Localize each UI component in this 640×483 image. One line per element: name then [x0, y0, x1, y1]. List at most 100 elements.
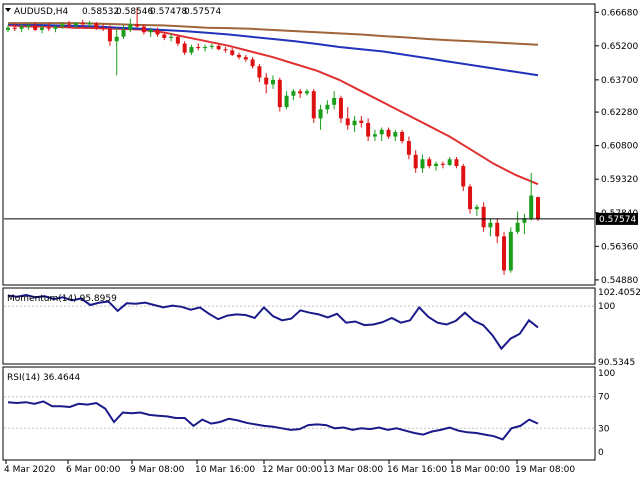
candle[interactable]	[345, 107, 350, 130]
candle[interactable]	[128, 18, 133, 33]
candle[interactable]	[189, 44, 194, 55]
candle[interactable]	[53, 25, 58, 33]
candle[interactable]	[338, 95, 343, 123]
candle[interactable]	[277, 77, 282, 112]
candle[interactable]	[250, 57, 255, 69]
candle[interactable]	[175, 35, 180, 46]
candle-body	[420, 159, 425, 169]
candle[interactable]	[94, 22, 99, 30]
candle[interactable]	[311, 88, 316, 123]
candle[interactable]	[447, 156, 452, 167]
candle[interactable]	[434, 161, 439, 171]
candle[interactable]	[427, 156, 432, 169]
candle[interactable]	[468, 184, 473, 214]
candle[interactable]	[141, 24, 146, 35]
candle[interactable]	[372, 129, 377, 142]
ma-mid-line	[7, 23, 539, 77]
candle[interactable]	[114, 27, 119, 76]
candle[interactable]	[230, 48, 235, 57]
candle[interactable]	[6, 25, 10, 33]
candle-body	[474, 206, 479, 210]
candle[interactable]	[379, 127, 384, 142]
candle[interactable]	[406, 136, 411, 160]
candle[interactable]	[502, 231, 507, 275]
candle[interactable]	[169, 33, 174, 42]
candle[interactable]	[107, 25, 112, 46]
candle[interactable]	[12, 23, 17, 32]
candle[interactable]	[454, 156, 459, 169]
candle[interactable]	[304, 88, 309, 96]
candle[interactable]	[148, 27, 153, 37]
candle[interactable]	[474, 204, 479, 216]
candle-body	[379, 129, 384, 135]
collapse-arrow-icon[interactable]	[5, 8, 11, 12]
candle[interactable]	[60, 22, 65, 29]
candle[interactable]	[325, 100, 330, 114]
candle-body	[80, 23, 85, 25]
candle-body	[189, 46, 194, 53]
candle[interactable]	[284, 91, 289, 110]
candle[interactable]	[508, 227, 513, 273]
candle[interactable]	[182, 41, 187, 55]
candle[interactable]	[488, 218, 493, 237]
candle[interactable]	[121, 25, 126, 40]
candle[interactable]	[223, 46, 228, 53]
candle[interactable]	[536, 196, 540, 221]
candle[interactable]	[291, 88, 296, 101]
candle[interactable]	[216, 44, 221, 51]
candle[interactable]	[80, 19, 85, 27]
candle[interactable]	[67, 20, 72, 28]
candle[interactable]	[203, 44, 208, 52]
candle[interactable]	[393, 129, 398, 142]
candle[interactable]	[481, 202, 486, 232]
candle-body	[128, 24, 133, 30]
time-tick-label: 19 Mar 08:00	[515, 465, 575, 475]
candles[interactable]	[6, 7, 540, 275]
candle-body	[141, 26, 146, 33]
candle[interactable]	[257, 63, 262, 83]
candle[interactable]	[420, 154, 425, 173]
candle[interactable]	[413, 150, 418, 173]
candle[interactable]	[318, 104, 323, 130]
candle-body	[434, 163, 439, 167]
candle[interactable]	[26, 23, 31, 30]
candle[interactable]	[264, 73, 269, 94]
candle-body	[67, 24, 72, 26]
candle[interactable]	[101, 24, 106, 32]
candle[interactable]	[243, 54, 248, 62]
candle[interactable]	[515, 211, 520, 235]
candle[interactable]	[461, 163, 466, 191]
candle[interactable]	[359, 116, 364, 128]
candle[interactable]	[271, 75, 275, 89]
candle[interactable]	[39, 25, 44, 34]
candle-body	[250, 59, 255, 67]
candle[interactable]	[73, 22, 78, 29]
candle[interactable]	[332, 91, 337, 110]
candle[interactable]	[352, 116, 357, 133]
candle[interactable]	[440, 161, 445, 169]
candle[interactable]	[162, 32, 167, 41]
candle[interactable]	[209, 43, 214, 50]
candle[interactable]	[87, 20, 92, 28]
candle[interactable]	[298, 88, 303, 98]
candle-body	[359, 120, 364, 123]
candle[interactable]	[19, 24, 24, 33]
candle[interactable]	[522, 213, 527, 235]
candle[interactable]	[400, 129, 405, 144]
candle[interactable]	[135, 7, 140, 28]
candle-body	[243, 57, 248, 60]
candle[interactable]	[366, 118, 371, 142]
candle[interactable]	[386, 127, 391, 139]
candle[interactable]	[155, 27, 160, 37]
candle[interactable]	[33, 22, 38, 32]
candle[interactable]	[237, 52, 242, 60]
candle[interactable]	[529, 172, 534, 221]
candle[interactable]	[46, 23, 51, 32]
candle[interactable]	[196, 43, 201, 51]
candle-body	[366, 122, 371, 137]
candle[interactable]	[495, 218, 500, 244]
candle-body	[33, 25, 38, 30]
candle-body	[304, 91, 309, 94]
